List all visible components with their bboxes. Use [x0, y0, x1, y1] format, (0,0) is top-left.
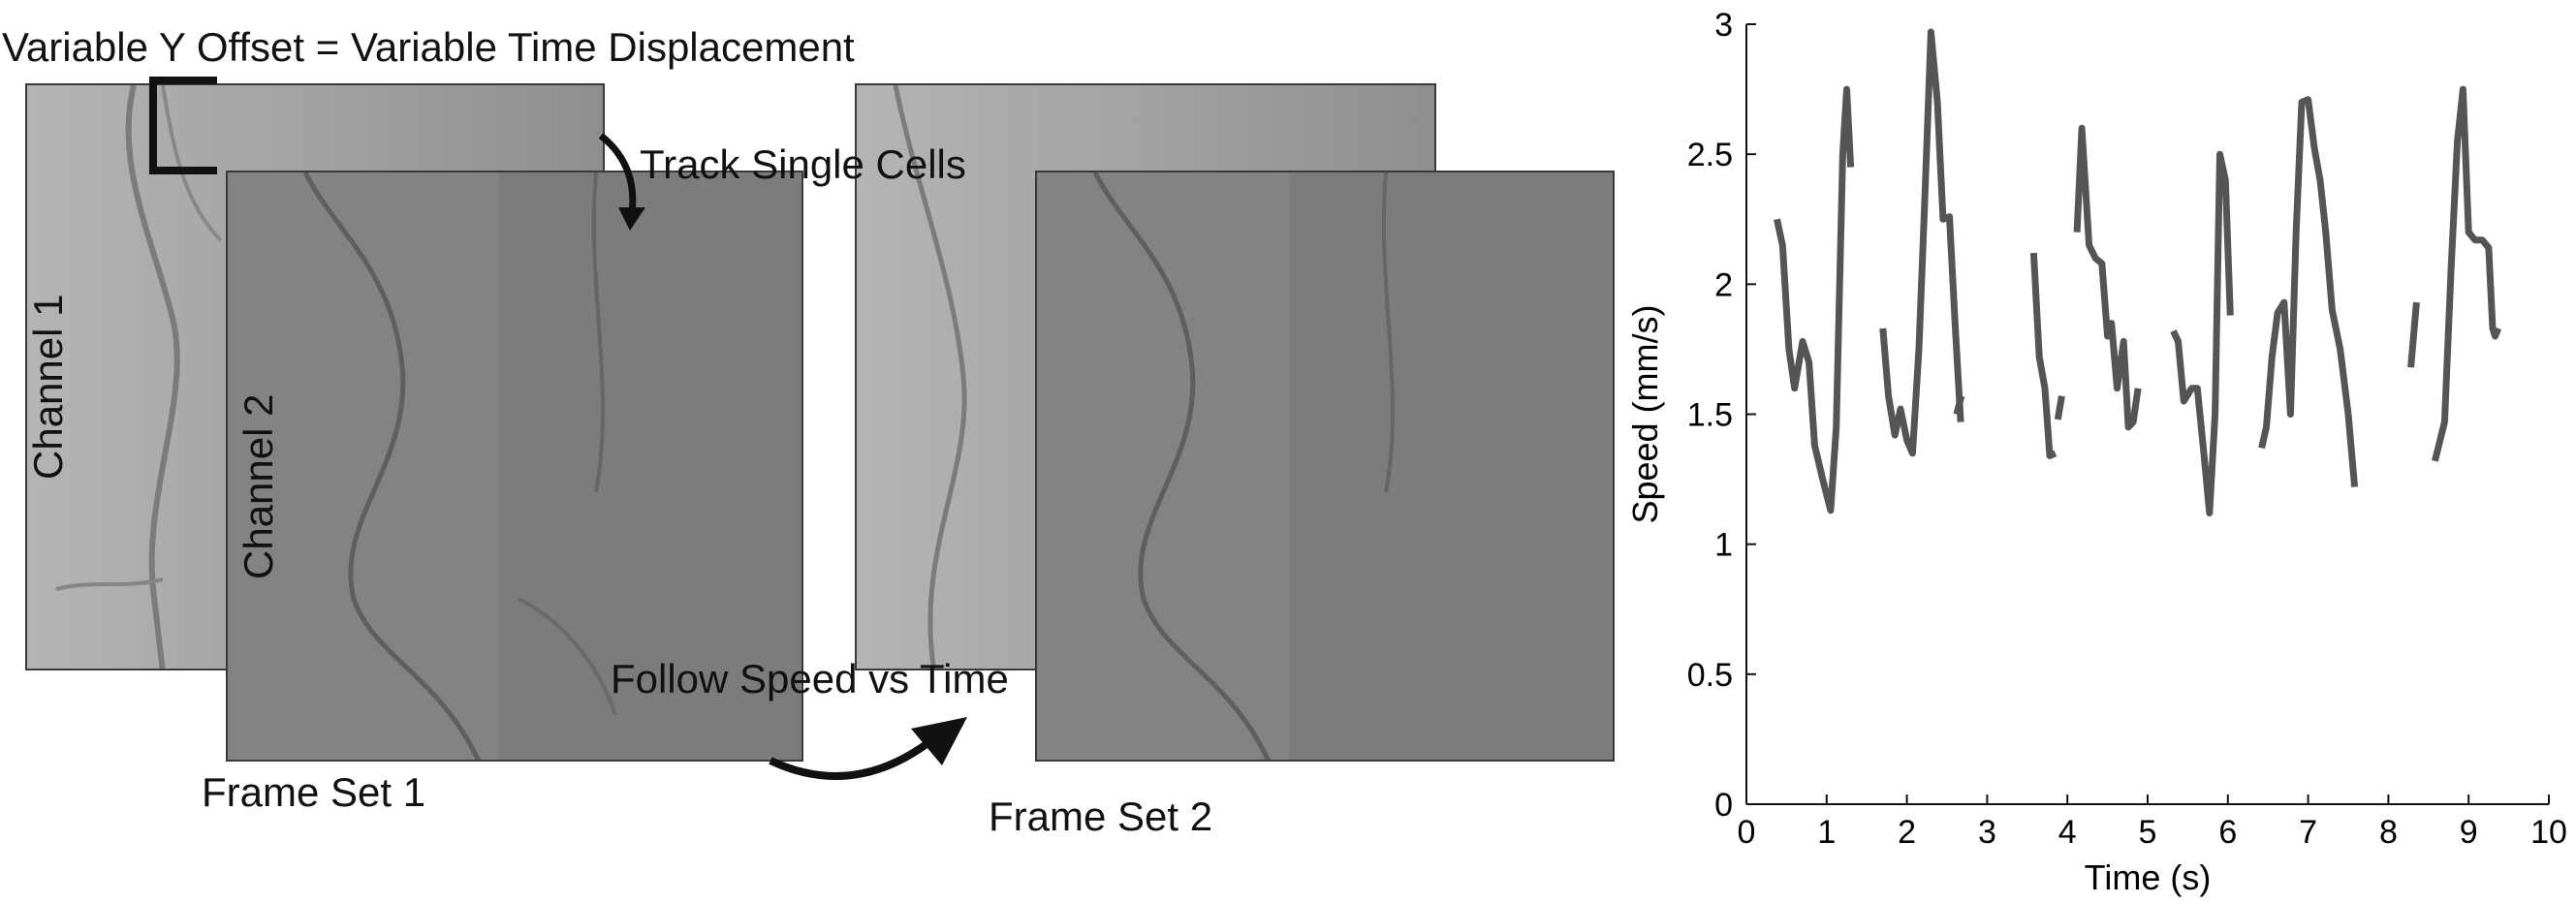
follow-label: Follow Speed vs Time [611, 656, 1009, 701]
speed-series-segment [1953, 394, 1965, 416]
x-tick-label: 10 [2530, 814, 2567, 851]
y-tick-label: 1 [1714, 527, 1733, 564]
speed-series-segment [1774, 85, 1855, 514]
frameset2-label: Frame Set 2 [989, 794, 1213, 839]
chart-series [1774, 28, 2502, 516]
track-arrow [598, 133, 645, 231]
x-tick-label: 6 [2218, 814, 2237, 851]
x-tick-label: 1 [1817, 814, 1836, 851]
y-tick-label: 3 [1714, 7, 1733, 44]
speed-time-chart: 0 1 2 3 4 5 6 7 8 9 10 0 0.5 1 1.5 2 2.5 3 Time (s) Speed… [1628, 7, 2567, 897]
y-tick-label: 1.5 [1687, 397, 1733, 434]
x-tick-label: 7 [2299, 814, 2317, 851]
x-tick-label: 0 [1738, 814, 1756, 851]
y-tick-label: 0 [1714, 787, 1733, 824]
speed-series-segment [1879, 28, 1964, 457]
frameset1-label: Frame Set 1 [202, 769, 426, 815]
speed-series-segment [2054, 395, 2065, 421]
speed-series-segment [2170, 150, 2234, 516]
micrograph-texture [1037, 172, 1613, 760]
y-axis-label: Speed (mm/s) [1628, 304, 1665, 523]
follow-arrow [769, 717, 967, 780]
speed-series-segment [2258, 96, 2359, 487]
x-tick-label: 4 [2058, 814, 2077, 851]
channel1-label: Channel 1 [25, 294, 71, 480]
chart-axes: 0 1 2 3 4 5 6 7 8 9 10 0 0.5 1 1.5 2 2.5 3 [1687, 7, 2567, 851]
y-tick-label: 2 [1714, 266, 1733, 303]
x-tick-label: 2 [1898, 814, 1916, 851]
speed-series-segment [2029, 252, 2058, 459]
x-tick-label: 5 [2139, 814, 2157, 851]
diagram-title: Variable Y Offset = Variable Time Displa… [2, 24, 855, 70]
x-axis-label: Time (s) [2085, 857, 2212, 897]
x-tick-label: 3 [1978, 814, 1996, 851]
y-tick-label: 0.5 [1687, 657, 1733, 694]
track-label: Track Single Cells [640, 141, 966, 187]
speed-series-segment [2073, 124, 2142, 431]
micrograph-texture [228, 172, 801, 760]
speed-series-segment [2432, 85, 2502, 462]
frameset2-channel2-image [1035, 171, 1615, 762]
x-tick-label: 8 [2379, 814, 2398, 851]
y-tick-label: 2.5 [1687, 137, 1733, 173]
x-tick-label: 9 [2460, 814, 2478, 851]
speed-series-segment [2407, 301, 2420, 368]
offset-bracket [149, 77, 217, 174]
frameset1-channel2-image [226, 171, 803, 762]
channel2-label: Channel 2 [236, 393, 281, 579]
